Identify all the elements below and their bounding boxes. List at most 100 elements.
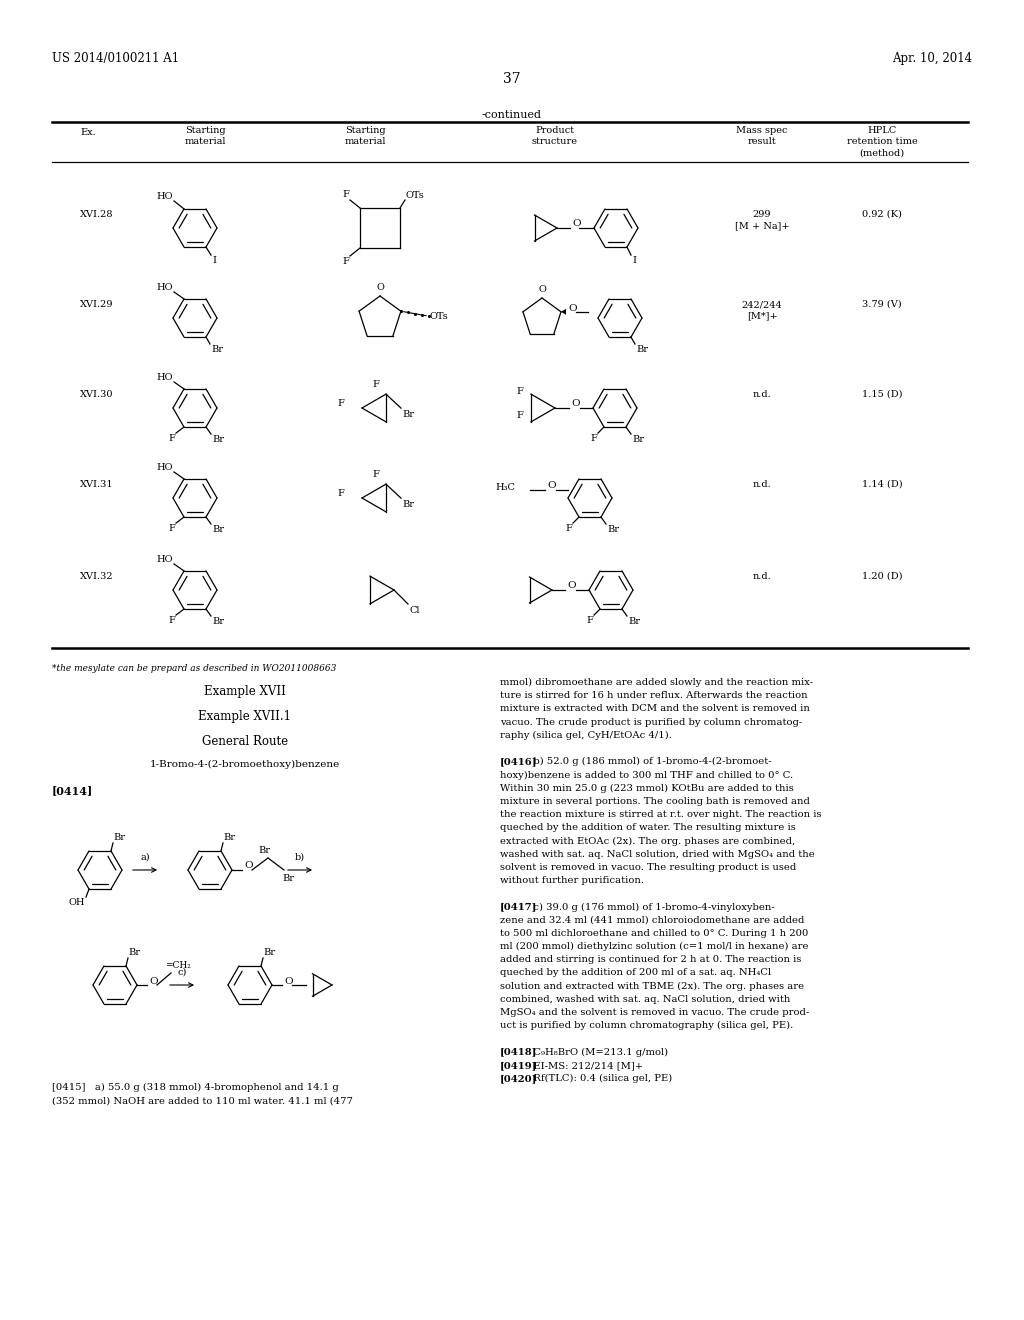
- Text: 1.15 (D): 1.15 (D): [862, 389, 902, 399]
- Text: n.d.: n.d.: [753, 480, 771, 488]
- Text: F: F: [168, 434, 175, 444]
- Text: zene and 32.4 ml (441 mmol) chloroiodomethane are added: zene and 32.4 ml (441 mmol) chloroiodome…: [500, 916, 805, 924]
- Text: XVI.30: XVI.30: [80, 389, 114, 399]
- Text: Br: Br: [223, 833, 234, 842]
- Text: Ex.: Ex.: [80, 128, 96, 137]
- Text: O: O: [150, 977, 158, 986]
- Text: [0415]   a) 55.0 g (318 mmol) 4-bromophenol and 14.1 g: [0415] a) 55.0 g (318 mmol) 4-bromopheno…: [52, 1082, 339, 1092]
- Text: solvent is removed in vacuo. The resulting product is used: solvent is removed in vacuo. The resulti…: [500, 863, 797, 871]
- Text: Br: Br: [128, 948, 140, 957]
- Text: US 2014/0100211 A1: US 2014/0100211 A1: [52, 51, 179, 65]
- Text: mmol) dibromoethane are added slowly and the reaction mix-: mmol) dibromoethane are added slowly and…: [500, 678, 813, 688]
- Text: F: F: [337, 399, 344, 408]
- Text: 37: 37: [503, 73, 521, 86]
- Text: 1.20 (D): 1.20 (D): [862, 572, 902, 581]
- Text: F: F: [565, 524, 572, 533]
- Text: Rf(TLC): 0.4 (silica gel, PE): Rf(TLC): 0.4 (silica gel, PE): [524, 1074, 673, 1084]
- Text: 0.92 (K): 0.92 (K): [862, 210, 902, 219]
- Text: Cl: Cl: [409, 606, 420, 615]
- Text: *the mesylate can be prepard as described in WO2011008663: *the mesylate can be prepard as describe…: [52, 664, 336, 673]
- Text: Br: Br: [607, 525, 618, 535]
- Text: HO: HO: [157, 374, 173, 381]
- Text: F: F: [590, 434, 597, 444]
- Text: uct is purified by column chromatography (silica gel, PE).: uct is purified by column chromatography…: [500, 1022, 794, 1031]
- Text: queched by the addition of water. The resulting mixture is: queched by the addition of water. The re…: [500, 824, 796, 832]
- Text: n.d.: n.d.: [753, 389, 771, 399]
- Text: [0419]: [0419]: [500, 1061, 538, 1069]
- Text: H₃C: H₃C: [496, 483, 515, 492]
- Text: F: F: [168, 616, 175, 626]
- Text: Mass spec
result: Mass spec result: [736, 125, 787, 147]
- Text: Br: Br: [212, 525, 224, 535]
- Text: EI-MS: 212/214 [M]+: EI-MS: 212/214 [M]+: [524, 1061, 643, 1069]
- Text: Br: Br: [636, 345, 648, 354]
- Text: F: F: [337, 488, 344, 498]
- Text: F: F: [586, 616, 593, 626]
- Text: 242/244
[M*]+: 242/244 [M*]+: [741, 300, 782, 321]
- Text: vacuo. The crude product is purified by column chromatog-: vacuo. The crude product is purified by …: [500, 718, 802, 726]
- Text: Br: Br: [258, 846, 270, 855]
- Text: Br: Br: [212, 616, 224, 626]
- Text: Br: Br: [211, 345, 223, 354]
- Text: O: O: [244, 862, 253, 870]
- Text: XVI.31: XVI.31: [80, 480, 114, 488]
- Text: HO: HO: [157, 554, 173, 564]
- Text: combined, washed with sat. aq. NaCl solution, dried with: combined, washed with sat. aq. NaCl solu…: [500, 995, 791, 1003]
- Text: XVI.28: XVI.28: [80, 210, 114, 219]
- Text: F: F: [373, 380, 380, 389]
- Text: Starting
material: Starting material: [344, 125, 386, 147]
- Text: F: F: [342, 190, 349, 199]
- Text: O: O: [567, 582, 575, 590]
- Text: O: O: [571, 400, 580, 408]
- Text: Within 30 min 25.0 g (223 mmol) KOtBu are added to this: Within 30 min 25.0 g (223 mmol) KOtBu ar…: [500, 784, 794, 793]
- Text: HO: HO: [157, 463, 173, 473]
- Text: F: F: [516, 387, 523, 396]
- Text: I: I: [632, 256, 636, 265]
- Text: F: F: [342, 257, 349, 267]
- Text: Br: Br: [212, 436, 224, 444]
- Text: O: O: [568, 305, 577, 313]
- Text: Br: Br: [632, 436, 644, 444]
- Text: to 500 ml dichloroethane and chilled to 0° C. During 1 h 200: to 500 ml dichloroethane and chilled to …: [500, 929, 808, 937]
- Text: 1.14 (D): 1.14 (D): [861, 480, 902, 488]
- Text: Br: Br: [282, 874, 294, 883]
- Text: Br: Br: [402, 411, 414, 420]
- Text: O: O: [572, 219, 581, 228]
- Text: XVI.32: XVI.32: [80, 572, 114, 581]
- Text: General Route: General Route: [202, 735, 288, 748]
- Text: solution and extracted with TBME (2x). The org. phases are: solution and extracted with TBME (2x). T…: [500, 982, 804, 991]
- Text: a): a): [140, 853, 150, 862]
- Text: Example XVII: Example XVII: [204, 685, 286, 698]
- Text: b) 52.0 g (186 mmol) of 1-bromo-4-(2-bromoet-: b) 52.0 g (186 mmol) of 1-bromo-4-(2-bro…: [524, 758, 772, 767]
- Text: F: F: [373, 470, 380, 479]
- Text: OTs: OTs: [406, 191, 425, 201]
- Text: 1-Bromo-4-(2-bromoethoxy)benzene: 1-Bromo-4-(2-bromoethoxy)benzene: [150, 760, 340, 770]
- Text: ture is stirred for 16 h under reflux. Afterwards the reaction: ture is stirred for 16 h under reflux. A…: [500, 692, 808, 700]
- Text: HO: HO: [157, 282, 173, 292]
- Text: mixture in several portions. The cooling bath is removed and: mixture in several portions. The cooling…: [500, 797, 810, 805]
- Text: Example XVII.1: Example XVII.1: [199, 710, 292, 723]
- Text: O: O: [547, 482, 556, 491]
- Text: washed with sat. aq. NaCl solution, dried with MgSO₄ and the: washed with sat. aq. NaCl solution, drie…: [500, 850, 815, 858]
- Text: Starting
material: Starting material: [184, 125, 225, 147]
- Text: raphy (silica gel, CyH/EtOAc 4/1).: raphy (silica gel, CyH/EtOAc 4/1).: [500, 731, 672, 741]
- Text: extracted with EtOAc (2x). The org. phases are combined,: extracted with EtOAc (2x). The org. phas…: [500, 837, 796, 846]
- Text: O: O: [538, 285, 546, 294]
- Text: [0417]: [0417]: [500, 903, 538, 911]
- Text: -continued: -continued: [482, 110, 542, 120]
- Text: F: F: [168, 524, 175, 533]
- Text: HO: HO: [157, 191, 173, 201]
- Text: 299
[M + Na]+: 299 [M + Na]+: [734, 210, 790, 230]
- Text: [0418]: [0418]: [500, 1048, 538, 1056]
- Text: Br: Br: [402, 500, 414, 510]
- Text: hoxy)benzene is added to 300 ml THF and chilled to 0° C.: hoxy)benzene is added to 300 ml THF and …: [500, 771, 794, 780]
- Polygon shape: [561, 309, 566, 314]
- Text: O: O: [284, 977, 293, 986]
- Text: C₉H₈BrO (M=213.1 g/mol): C₉H₈BrO (M=213.1 g/mol): [524, 1048, 669, 1057]
- Text: OH: OH: [69, 898, 85, 907]
- Text: the reaction mixture is stirred at r.t. over night. The reaction is: the reaction mixture is stirred at r.t. …: [500, 810, 821, 818]
- Text: F: F: [516, 411, 523, 420]
- Text: [0414]: [0414]: [52, 785, 93, 796]
- Text: MgSO₄ and the solvent is removed in vacuo. The crude prod-: MgSO₄ and the solvent is removed in vacu…: [500, 1008, 809, 1016]
- Text: [0416]: [0416]: [500, 758, 538, 766]
